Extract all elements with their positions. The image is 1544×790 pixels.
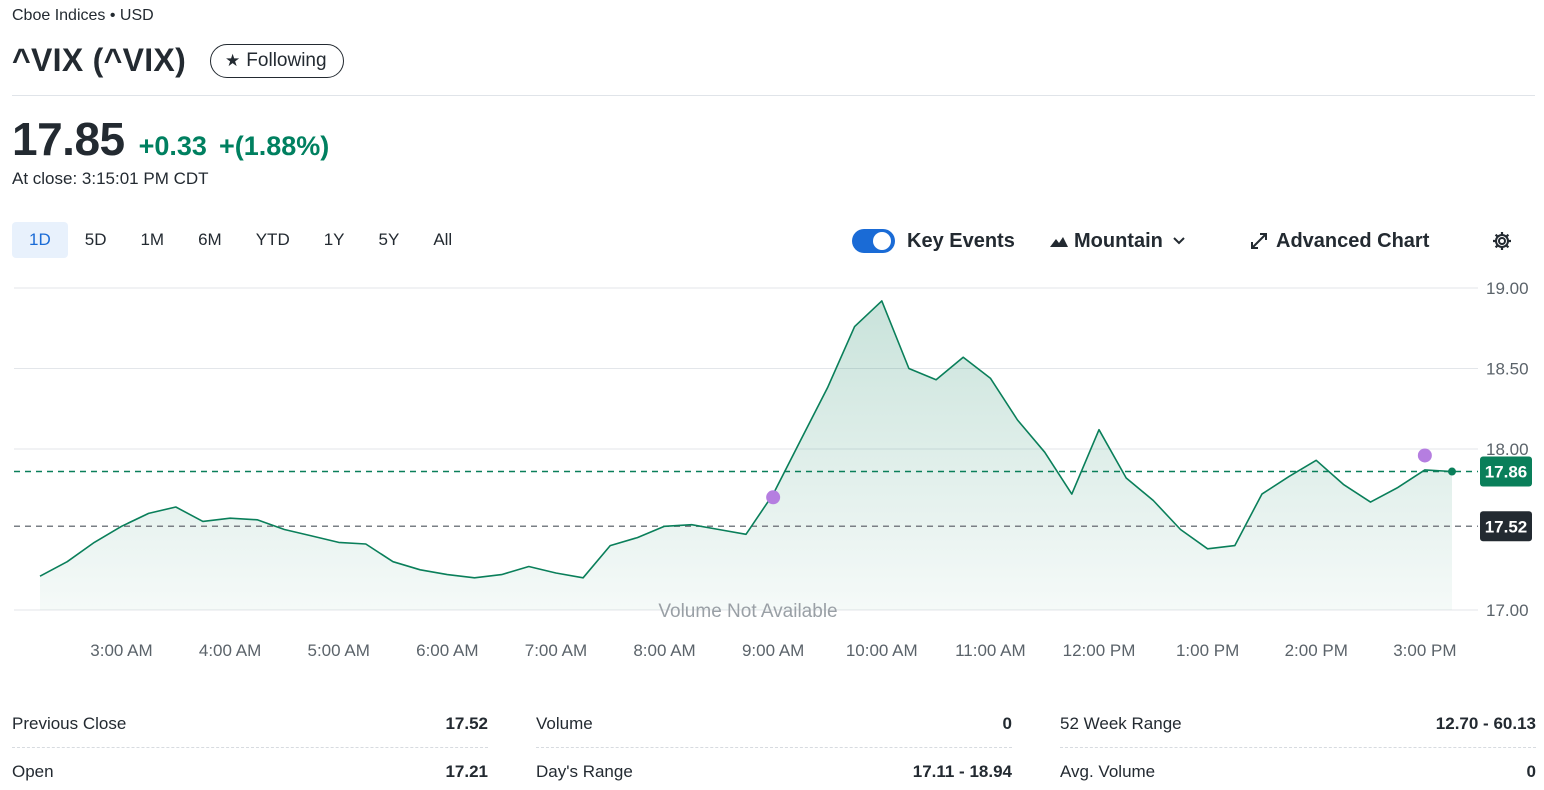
stat-value: 17.52 [445,714,488,733]
x-tick-label: 6:00 AM [416,641,478,660]
stat-value: 0 [1002,714,1012,733]
star-icon: ★ [225,50,241,70]
x-tick-label: 2:00 PM [1285,641,1348,660]
stat-label: Avg. Volume [1060,762,1156,781]
price-chart[interactable]: 17.00 18.00 18.50 19.00 3:00 AM 4:00 AM 5:00 … [0,270,1544,670]
current-price-badge-label: 17.86 [1485,463,1528,482]
stat-value: 12.70 - 60.13 [1435,714,1536,733]
y-tick-label: 19.00 [1486,279,1529,298]
stat-label: Volume [536,714,593,733]
y-tick-label: 18.50 [1486,360,1529,379]
stat-open: Open 17.21 [12,748,488,790]
x-tick-label: 11:00 AM [955,641,1026,660]
mountain-icon [1050,237,1068,247]
chart-toolbar: Key Events Mountain Advanced Chart [852,222,1511,260]
stats-column-3: 52 Week Range 12.70 - 60.13 Avg. Volume 0 [1060,700,1536,790]
y-tick-label: 17.00 [1486,601,1529,620]
stats-column-2: Volume 0 Day's Range 17.11 - 18.94 [536,700,1012,790]
stat-days-range: Day's Range 17.11 - 18.94 [536,748,1012,790]
range-1m[interactable]: 1M [140,230,165,249]
gear-icon[interactable] [1490,229,1514,253]
current-price: 17.85 [12,113,125,165]
range-5y[interactable]: 5Y [378,230,400,249]
stat-52-week-range: 52 Week Range 12.70 - 60.13 [1060,700,1536,748]
advanced-chart-button[interactable]: Advanced Chart [1250,230,1429,253]
price-area [40,300,1452,610]
page-title: ^VIX (^VIX) [12,42,187,78]
key-events-label[interactable]: Key Events [907,229,1015,252]
x-axis-ticks: 3:00 AM 4:00 AM 5:00 AM 6:00 AM 7:00 AM 8:00 … [90,641,1456,660]
stat-label: Day's Range [536,762,633,781]
x-tick-label: 4:00 AM [199,641,261,660]
current-price-badge: 17.86 [1480,456,1532,487]
key-event-marker[interactable] [1417,448,1432,463]
exchange-label: Cboe Indices • USD [12,7,154,24]
key-event-marker[interactable] [766,490,781,505]
advanced-chart-label: Advanced Chart [1276,229,1430,252]
range-all[interactable]: All [433,230,453,249]
range-6m[interactable]: 6M [198,230,222,249]
x-tick-label: 3:00 PM [1393,641,1456,660]
range-1y[interactable]: 1Y [323,230,345,249]
chevron-down-icon [1173,237,1185,245]
x-tick-label: 7:00 AM [525,641,587,660]
stat-avg-volume: Avg. Volume 0 [1060,748,1536,790]
stat-label: Open [12,762,54,781]
stat-value: 0 [1526,762,1536,781]
header-divider [12,95,1535,96]
previous-close-badge: 17.52 [1480,511,1532,542]
previous-close-badge-label: 17.52 [1485,517,1528,536]
range-ytd[interactable]: YTD [255,230,290,249]
key-events-toggle[interactable] [852,229,895,253]
stat-value: 17.21 [445,762,488,781]
quote-title-row: ^VIX (^VIX) ★ Following [12,42,344,79]
expand-icon [1251,233,1267,249]
toggle-knob [873,232,891,250]
x-tick-label: 5:00 AM [308,641,370,660]
x-tick-label: 3:00 AM [90,641,152,660]
price-line [39,300,1453,579]
price-change-percent: +(1.88%) [218,131,330,161]
x-tick-label: 8:00 AM [633,641,695,660]
x-tick-label: 9:00 AM [742,641,804,660]
last-price-dot [1448,467,1456,476]
range-selector: 1D 5D 1M 6M YTD 1Y 5Y All [12,222,469,258]
stats-column-1: Previous Close 17.52 Open 17.21 [12,700,488,790]
price-row: 17.85 +0.33 +(1.88%) [12,112,329,166]
x-tick-label: 1:00 PM [1176,641,1239,660]
stat-volume: Volume 0 [536,700,1012,748]
price-change: +0.33 [138,131,207,161]
range-5d[interactable]: 5D [84,230,107,249]
close-time: At close: 3:15:01 PM CDT [12,169,209,188]
following-label: Following [246,49,327,71]
stat-value: 17.11 - 18.94 [912,762,1012,781]
chart-type-label: Mountain [1074,229,1163,252]
stat-label: 52 Week Range [1060,714,1182,733]
x-tick-label: 12:00 PM [1063,641,1136,660]
chart-type-dropdown[interactable]: Mountain [1050,230,1185,253]
stat-label: Previous Close [12,714,127,733]
volume-not-available-text: Volume Not Available [658,601,837,622]
following-button[interactable]: ★ Following [210,43,344,78]
range-1d[interactable]: 1D [12,222,68,258]
key-events-markers [766,448,1432,505]
y-tick-label: 18.00 [1486,440,1529,459]
stat-previous-close: Previous Close 17.52 [12,700,488,748]
y-axis-ticks: 17.00 18.00 18.50 19.00 [1486,279,1529,620]
x-tick-label: 10:00 AM [846,641,918,660]
